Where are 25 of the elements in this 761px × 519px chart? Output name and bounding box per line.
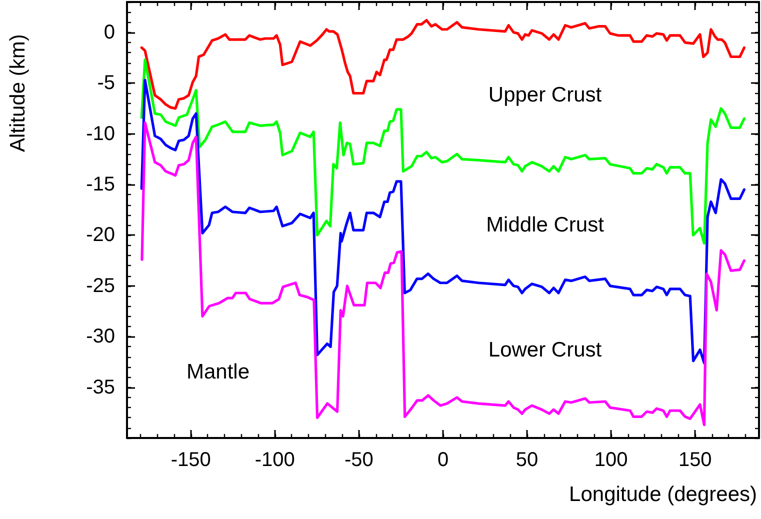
x-tick-label: 0: [437, 449, 449, 471]
annotation: Middle Crust: [486, 214, 604, 236]
annotation: Lower Crust: [488, 338, 602, 362]
line-series: [140, 18, 746, 110]
x-tick-label: 50: [516, 449, 538, 471]
x-tick-label: -50: [344, 449, 374, 471]
x-tick-label: -150: [170, 449, 211, 471]
y-tick-label: -35: [86, 376, 115, 398]
annotation: Upper Crust: [488, 84, 602, 106]
y-tick-label: -25: [86, 274, 115, 297]
y-tick-label: 0: [104, 21, 115, 44]
y-tick-label: -15: [86, 174, 115, 196]
line-series: [140, 121, 746, 426]
y-tick-label: -10: [86, 122, 115, 145]
x-tick-label: 150: [678, 449, 712, 471]
line-series: [140, 78, 746, 364]
line-series: [140, 58, 746, 245]
y-axis-title: Altitude (km): [6, 34, 30, 152]
x-tick-label: -100: [254, 449, 295, 471]
y-tick-label: -30: [86, 326, 115, 348]
x-axis-title: Longitude (degrees): [569, 483, 758, 506]
x-tick-label: 100: [594, 449, 628, 471]
annotation: Mantle: [186, 360, 250, 384]
y-tick-label: -5: [97, 72, 115, 94]
y-tick-label: -20: [86, 224, 115, 246]
